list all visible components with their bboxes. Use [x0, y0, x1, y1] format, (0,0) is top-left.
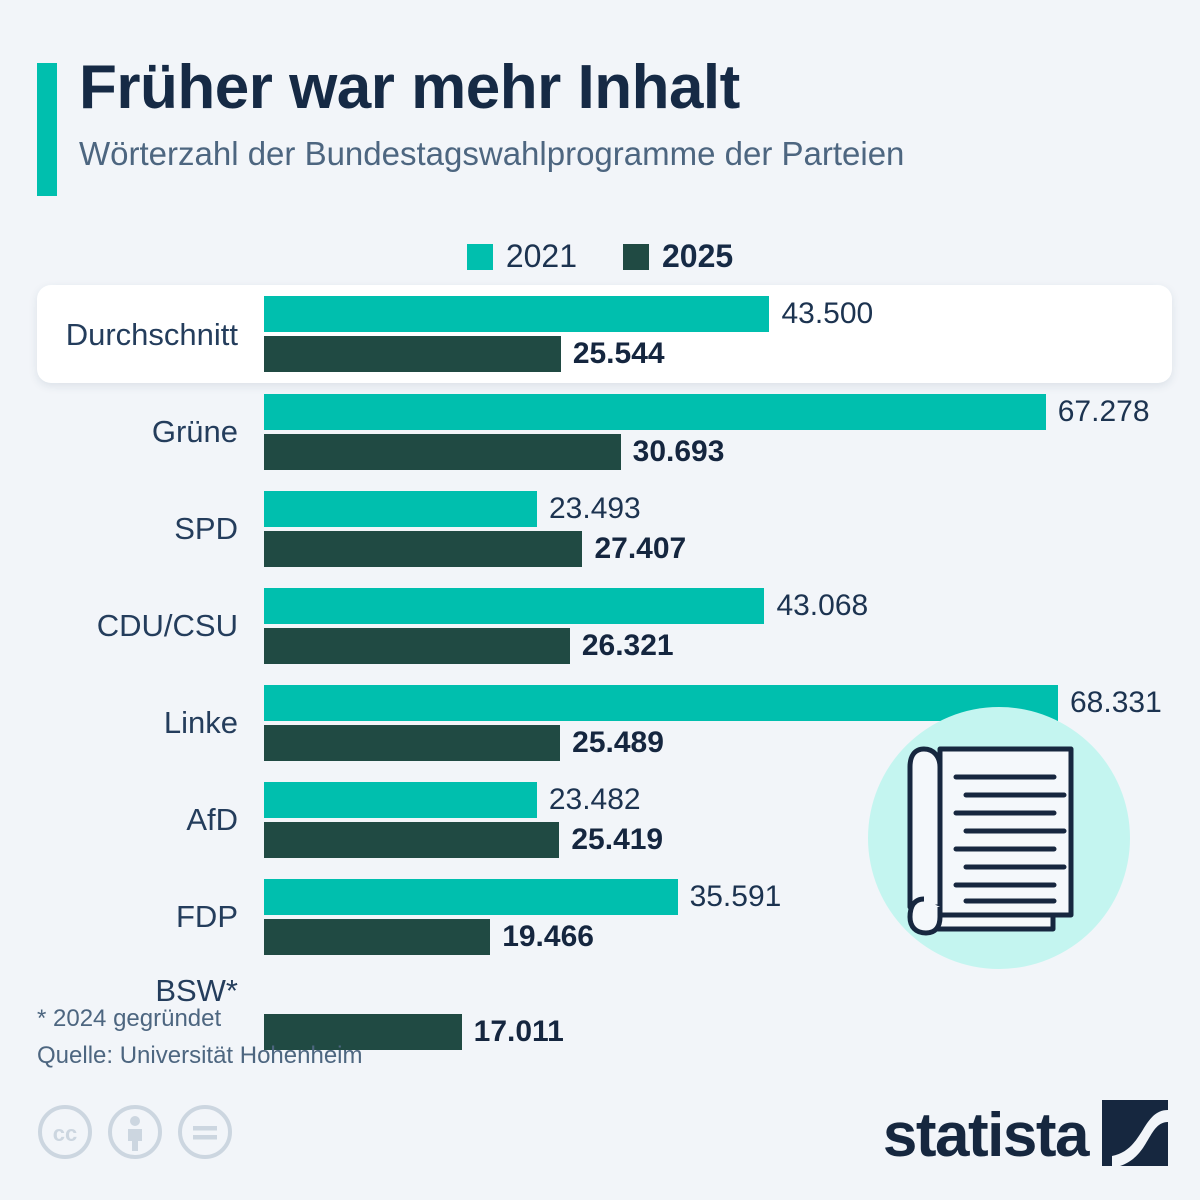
- scrolled-document-icon: [868, 707, 1130, 969]
- bar-group: 43.068 26.321: [264, 583, 1200, 668]
- category-label: CDU/CSU: [96, 608, 238, 643]
- bar-value-2025: 19.466: [502, 919, 594, 953]
- bar-value-2021: 23.493: [548, 491, 641, 525]
- bar-2025[interactable]: [264, 1014, 462, 1050]
- chart-row: BSW* 17.011: [0, 971, 1200, 1056]
- bar-group: 67.278 30.693: [264, 389, 1200, 474]
- statista-wordmark: statista: [882, 1100, 1090, 1170]
- category-label: BSW*: [155, 973, 238, 1008]
- bar-2025[interactable]: [264, 530, 583, 567]
- bar-line-2025: 30.693: [264, 433, 1200, 470]
- bar-value-2025: 26.321: [581, 628, 674, 662]
- svg-text:cc: cc: [53, 1121, 77, 1146]
- bar-group: 43.500 25.544: [264, 285, 1172, 383]
- footnotes: * 2024 gegründet Quelle: Universität Hoh…: [37, 1000, 363, 1074]
- bar-value-2021: 35.591: [689, 879, 782, 913]
- legend-label-2021: 2021: [505, 238, 577, 274]
- page-subtitle: Wörterzahl der Bundestagswahlprogramme d…: [79, 134, 905, 172]
- header: Früher war mehr Inhalt Wörterzahl der Bu…: [37, 53, 1157, 196]
- chart-row: Durchschnitt 43.500 25.544: [37, 285, 1172, 383]
- bar-line-2025: 26.321: [264, 627, 1200, 664]
- bar-value-2021: 43.500: [781, 297, 874, 330]
- bar-line-2025: 25.544: [264, 336, 1172, 372]
- bar-2021[interactable]: [264, 393, 1046, 430]
- category-label: Linke: [163, 705, 238, 740]
- category-label: Durchschnitt: [65, 316, 238, 352]
- bar-2021[interactable]: [264, 296, 770, 332]
- chart-legend: 2021 2025: [0, 238, 1200, 275]
- chart-row: SPD 23.493 27.407: [0, 486, 1200, 571]
- bar-2025[interactable]: [264, 433, 621, 470]
- bar-group: 23.493 27.407: [264, 486, 1200, 571]
- chart-row: CDU/CSU 43.068 26.321: [0, 583, 1200, 668]
- legend-item-2021[interactable]: 2021: [466, 238, 577, 275]
- source-line: Quelle: Universität Hohenheim: [37, 1042, 363, 1070]
- bar-value-2025: 17.011: [473, 1015, 564, 1048]
- bar-line-2025: 25.489: [264, 724, 1200, 761]
- bar-2021[interactable]: [264, 878, 678, 915]
- bar-value-2025: 27.407: [594, 531, 687, 565]
- chart-row: Grüne 67.278 30.693: [0, 389, 1200, 474]
- bar-line-2025: 27.407: [264, 530, 1200, 567]
- creative-commons-icons: cc: [37, 1104, 233, 1165]
- bar-value-2025: 25.489: [572, 725, 664, 759]
- page-title: Früher war mehr Inhalt: [79, 53, 740, 122]
- legend-swatch-2021: [466, 243, 493, 270]
- cc-nd-equals-icon[interactable]: [177, 1104, 233, 1165]
- bar-line-2021: 23.482: [264, 781, 1200, 818]
- category-label: FDP: [176, 899, 238, 934]
- bar-value-2021: 43.068: [776, 588, 869, 622]
- bar-group: 23.482 25.419: [264, 777, 1200, 862]
- category-label: AfD: [186, 802, 238, 837]
- bar-2025[interactable]: [264, 336, 561, 372]
- bar-line-2025: 19.466: [264, 918, 1200, 955]
- bar-group: 68.331 25.489: [264, 680, 1200, 765]
- bar-group: 17.011: [264, 971, 1200, 1056]
- legend-label-2025: 2025: [662, 238, 734, 274]
- category-label: SPD: [174, 511, 238, 546]
- bar-line-2021: 68.331: [264, 684, 1200, 721]
- bar-line-2025: 25.419: [264, 821, 1200, 858]
- cc-by-person-icon[interactable]: [107, 1104, 163, 1165]
- bar-group: 35.591 19.466: [264, 874, 1200, 959]
- chart-row: Linke 68.331 25.489: [0, 680, 1200, 765]
- bar-2025[interactable]: [264, 724, 561, 761]
- cc-icon[interactable]: cc: [37, 1104, 93, 1165]
- bar-value-2021: 23.482: [548, 782, 641, 816]
- title-accent-bar: [37, 63, 57, 196]
- bar-value-2025: 25.544: [572, 337, 665, 370]
- chart-row: FDP 35.591 19.466: [0, 874, 1200, 959]
- bar-line-2021: 67.278: [264, 393, 1200, 430]
- chart-row: AfD 23.482 25.419: [0, 777, 1200, 862]
- legend-swatch-2025: [623, 243, 649, 270]
- footer: cc statista: [0, 1100, 1200, 1170]
- legend-item-2025[interactable]: 2025: [623, 238, 733, 275]
- bar-2021[interactable]: [264, 587, 765, 624]
- bar-line-2021: 23.493: [264, 490, 1200, 527]
- statista-logo[interactable]: statista: [883, 1100, 1168, 1171]
- bar-value-2021: 68.331: [1070, 685, 1162, 719]
- category-label: Grüne: [151, 414, 238, 449]
- bar-chart: Durchschnitt 43.500 25.544 Grüne 67.278 30.69…: [0, 285, 1200, 1068]
- bar-value-2025: 25.419: [571, 822, 664, 856]
- bar-2025[interactable]: [264, 627, 570, 664]
- bar-2021[interactable]: [264, 781, 537, 818]
- bar-value-2025: 30.693: [632, 434, 725, 468]
- bar-2021[interactable]: [264, 684, 1058, 721]
- bar-2021[interactable]: [264, 490, 537, 527]
- footnote-asterisk: * 2024 gegründet: [37, 1005, 222, 1032]
- bar-2025[interactable]: [264, 918, 491, 955]
- bar-line-2021: 43.500: [264, 296, 1172, 332]
- statista-mark-icon: [1102, 1100, 1168, 1171]
- bar-2025[interactable]: [264, 821, 560, 858]
- bar-line-2021: 35.591: [264, 878, 1200, 915]
- bar-line-2021: 43.068: [264, 587, 1200, 624]
- bar-value-2021: 67.278: [1057, 394, 1150, 428]
- bar-line-2025: 17.011: [264, 1014, 1200, 1050]
